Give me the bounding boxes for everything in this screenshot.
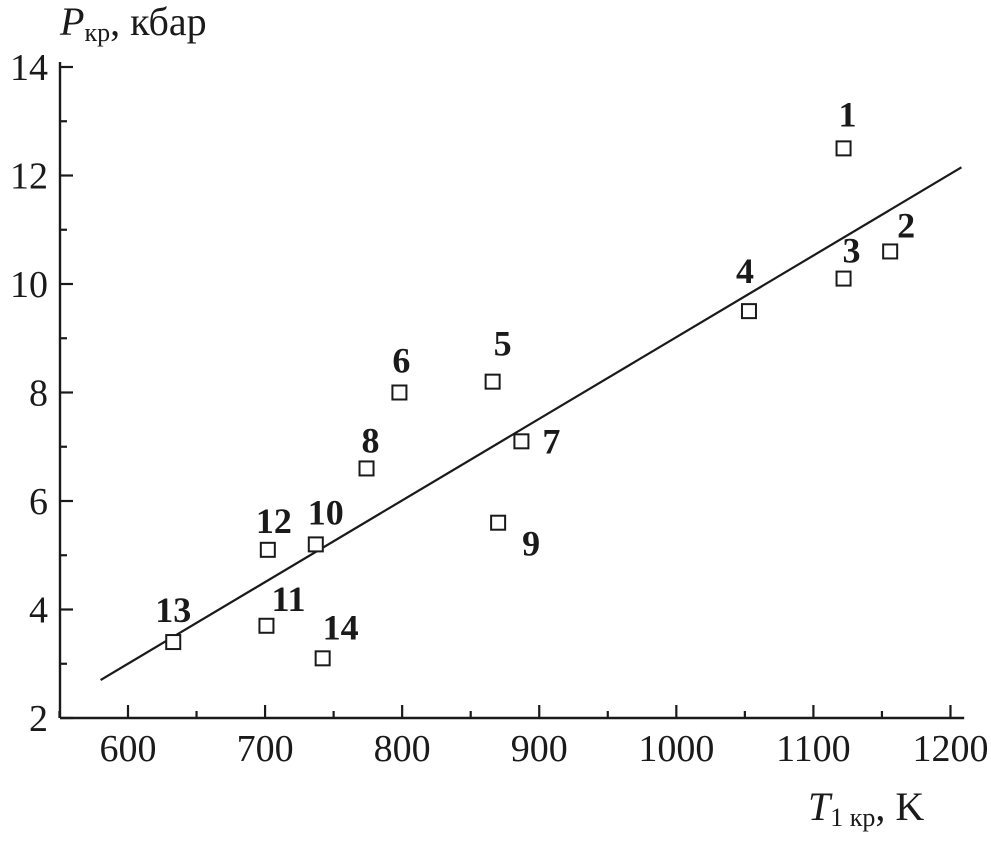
- point-label-10: 10: [308, 492, 344, 532]
- data-point-9: [490, 514, 507, 531]
- data-point-1: [835, 140, 852, 157]
- x-axis-title: T1 кр, K: [808, 784, 924, 832]
- point-label-4: 4: [736, 251, 754, 291]
- data-point-2: [882, 243, 899, 260]
- point-label-12: 12: [256, 501, 292, 541]
- x-axis-title-main: T: [808, 784, 833, 829]
- y-axis-title-main: P: [59, 0, 84, 44]
- point-label-14: 14: [323, 607, 359, 647]
- point-label-8: 8: [362, 420, 380, 460]
- data-point-7: [513, 433, 530, 450]
- y-tick-label: 6: [29, 481, 48, 523]
- x-tick-label: 900: [511, 728, 568, 770]
- axis-titles: Pкр, кбар T1 кр, K: [59, 0, 924, 832]
- point-label-5: 5: [494, 324, 512, 364]
- x-axis-title-sub: 1 кр: [830, 803, 875, 832]
- data-point-13: [165, 634, 182, 651]
- point-label-3: 3: [843, 231, 861, 271]
- data-point-14: [314, 650, 331, 667]
- point-label-9: 9: [522, 524, 540, 564]
- y-tick-label: 10: [10, 264, 48, 306]
- x-tick-label: 1100: [776, 728, 851, 770]
- fit-line-group: [100, 166, 963, 681]
- y-tick-label: 12: [10, 156, 48, 198]
- point-label-7: 7: [542, 421, 560, 461]
- point-label-13: 13: [155, 590, 191, 630]
- y-axis-title-unit: , кбар: [110, 0, 207, 44]
- point-label-1: 1: [839, 94, 857, 134]
- x-tick-label: 1000: [638, 728, 714, 770]
- point-label-11: 11: [271, 579, 305, 619]
- x-tick-label: 800: [374, 728, 431, 770]
- point-label-6: 6: [392, 341, 410, 381]
- y-tick-label: 8: [29, 373, 48, 415]
- y-tick-label: 14: [10, 47, 48, 89]
- y-axis-title: Pкр, кбар: [59, 0, 207, 47]
- x-tick-label: 1200: [912, 728, 988, 770]
- y-tick-label: 2: [29, 698, 48, 740]
- x-tick-label: 700: [237, 728, 294, 770]
- data-point-3: [835, 270, 852, 287]
- y-tick-label: 4: [29, 590, 48, 632]
- data-point-5: [484, 373, 501, 390]
- regression-line: [100, 166, 963, 681]
- data-point-10: [307, 536, 324, 553]
- data-point-4: [740, 303, 757, 320]
- data-point-6: [391, 384, 408, 401]
- data-point-12: [259, 541, 276, 558]
- point-label-2: 2: [897, 205, 915, 245]
- x-axis-title-unit: , K: [875, 784, 924, 829]
- data-point-11: [258, 617, 275, 634]
- x-tick-label: 600: [100, 728, 157, 770]
- y-axis-title-sub: кр: [84, 18, 110, 47]
- data-point-8: [358, 460, 375, 477]
